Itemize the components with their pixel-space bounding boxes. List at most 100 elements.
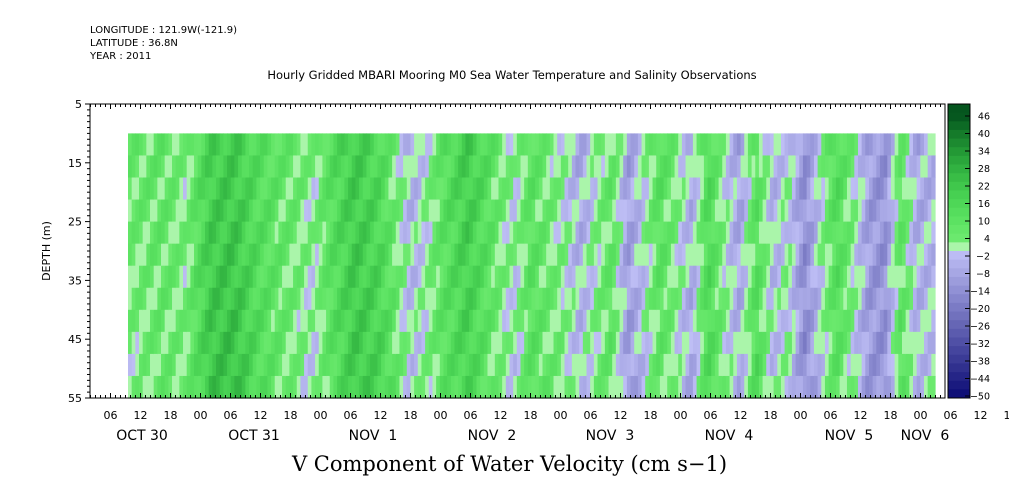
heatmap-cell [608, 221, 613, 245]
heatmap-cell [659, 353, 665, 377]
heatmap-cell [366, 331, 371, 355]
heatmap-cell [920, 265, 925, 289]
heatmap-cell [428, 375, 434, 399]
heatmap-cell [612, 221, 617, 245]
heatmap-cell [230, 265, 235, 289]
heatmap-cell [927, 199, 932, 223]
heatmap-cell [384, 265, 390, 289]
heatmap-cell [315, 177, 320, 201]
heatmap-cell [293, 243, 298, 267]
heatmap-cell [901, 287, 907, 311]
heatmap-cell [766, 133, 771, 157]
heatmap-cell [601, 353, 606, 377]
heatmap-cell [128, 243, 133, 267]
heatmap-cell [278, 155, 283, 179]
heatmap-cell [813, 265, 819, 289]
heatmap-cell [263, 265, 268, 289]
heatmap-cell [285, 155, 290, 179]
heatmap-cell [256, 309, 261, 333]
heatmap-cell [788, 265, 793, 289]
heatmap-cell [509, 331, 514, 355]
heatmap-cell [747, 331, 753, 355]
heatmap-cell [524, 177, 529, 201]
colorbar-segment [948, 311, 970, 321]
heatmap-cell [883, 133, 888, 157]
heatmap-cell [271, 221, 276, 245]
heatmap-cell [571, 287, 577, 311]
heatmap-cell [524, 133, 529, 157]
heatmap-cell [689, 243, 694, 267]
heatmap-cell [414, 221, 419, 245]
heatmap-cell [351, 375, 357, 399]
heatmap-cell [135, 221, 140, 245]
heatmap-cell [483, 133, 489, 157]
heatmap-cell [469, 221, 474, 245]
heatmap-cell [623, 221, 628, 245]
heatmap-cell [282, 155, 287, 179]
heatmap-cell [692, 375, 698, 399]
heatmap-cell [271, 309, 276, 333]
heatmap-cell [157, 243, 162, 267]
heatmap-cell [142, 177, 147, 201]
heatmap-cell [304, 177, 309, 201]
colorbar-segment [948, 164, 970, 174]
heatmap-cell [293, 265, 298, 289]
heatmap-cell [480, 221, 485, 245]
heatmap-cell [142, 353, 147, 377]
heatmap-cell [315, 287, 320, 311]
heatmap-cell [773, 155, 778, 179]
heatmap-cell [872, 199, 877, 223]
heatmap-cell [498, 353, 503, 377]
heatmap-cell [392, 309, 397, 333]
heatmap-cell [524, 221, 529, 245]
heatmap-cell [223, 243, 228, 267]
heatmap-cell [505, 353, 511, 377]
heatmap-cell [205, 331, 210, 355]
heatmap-cell [483, 287, 489, 311]
heatmap-cell [553, 375, 558, 399]
heatmap-cell [307, 331, 313, 355]
heatmap-cell [612, 375, 617, 399]
heatmap-cell [637, 133, 643, 157]
heatmap-cell [359, 133, 364, 157]
heatmap-cell [520, 353, 525, 377]
heatmap-cell [872, 243, 877, 267]
heatmap-cell [516, 221, 522, 245]
heatmap-cell [560, 331, 566, 355]
heatmap-cell [615, 221, 621, 245]
heatmap-cell [744, 309, 749, 333]
heatmap-cell [538, 287, 544, 311]
heatmap-cell [252, 287, 257, 311]
heatmap-cell [487, 265, 492, 289]
heatmap-cell [817, 331, 822, 355]
heatmap-cell [879, 331, 885, 355]
heatmap-cell [296, 375, 302, 399]
heatmap-cell [762, 133, 767, 157]
heatmap-cell [751, 375, 756, 399]
heatmap-cell [293, 287, 298, 311]
heatmap-cell [839, 155, 844, 179]
heatmap-cell [924, 287, 929, 311]
heatmap-cell [674, 331, 679, 355]
heatmap-cell [879, 375, 885, 399]
x-hour-label: 00 [434, 409, 448, 422]
heatmap-cell [821, 309, 826, 333]
heatmap-cell [208, 309, 213, 333]
heatmap-cell [296, 133, 302, 157]
heatmap-cell [854, 353, 859, 377]
heatmap-cell [421, 133, 426, 157]
heatmap-cell [876, 375, 881, 399]
heatmap-cell [780, 133, 786, 157]
heatmap-cell [535, 177, 540, 201]
heatmap-cell [568, 287, 573, 311]
heatmap-cell [278, 177, 283, 201]
heatmap-cell [439, 265, 445, 289]
x-hour-label: 06 [344, 409, 358, 422]
heatmap-cell [384, 375, 390, 399]
heatmap-cell [296, 243, 302, 267]
heatmap-cell [729, 353, 734, 377]
heatmap-cell [714, 177, 720, 201]
heatmap-cell [758, 243, 764, 267]
heatmap-cell [861, 243, 866, 267]
colorbar-segment [948, 259, 970, 269]
